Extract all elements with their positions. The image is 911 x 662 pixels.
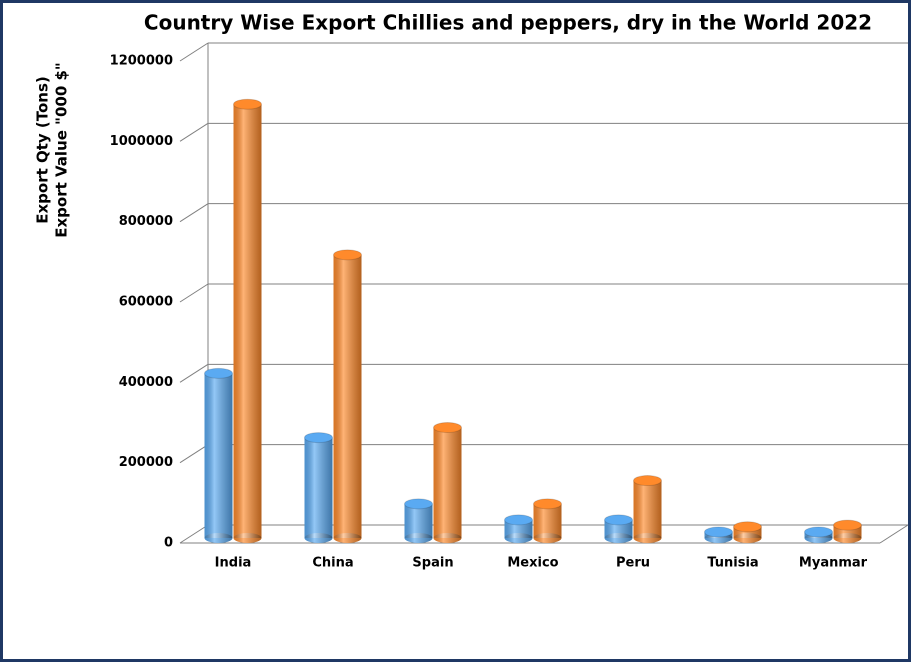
- grid-line: [179, 203, 209, 223]
- shade: [533, 533, 562, 543]
- x-tick-label: Myanmar: [799, 556, 868, 571]
- y-axis-label: Export Qty (Tons): [34, 76, 52, 224]
- shade: [604, 519, 633, 538]
- x-tick-label: China: [312, 556, 353, 571]
- grid-line: [179, 524, 209, 544]
- grid-line: [179, 122, 209, 142]
- grid-line: [179, 283, 209, 303]
- shade: [333, 533, 362, 543]
- cylinder-top: [633, 475, 662, 487]
- cylinder-top: [204, 367, 233, 379]
- cylinder-top: [604, 514, 633, 526]
- shade: [404, 503, 433, 538]
- floor-edge: [879, 524, 909, 544]
- y-tick-label: 800000: [119, 214, 173, 229]
- y-tick-label: 200000: [119, 455, 173, 470]
- shade: [433, 533, 462, 543]
- cylinder-top: [804, 526, 833, 538]
- shade: [604, 533, 633, 543]
- x-tick-label: Spain: [412, 556, 453, 571]
- chart-title: Country Wise Export Chillies and peppers…: [144, 11, 872, 35]
- shade: [204, 373, 233, 538]
- shade: [633, 480, 662, 538]
- shade: [504, 519, 533, 538]
- grid-line: [179, 363, 209, 383]
- shade: [633, 533, 662, 543]
- shade: [304, 533, 333, 543]
- cylinder-top: [533, 498, 562, 510]
- shade: [204, 533, 233, 543]
- shade: [533, 503, 562, 538]
- cylinder-top: [433, 422, 462, 434]
- shade: [404, 533, 433, 543]
- shade: [504, 533, 533, 543]
- y-tick-label: 1200000: [110, 54, 173, 69]
- cylinder-top: [404, 498, 433, 510]
- cylinder-top: [733, 521, 762, 533]
- grid-line: [179, 444, 209, 464]
- shade: [233, 533, 262, 543]
- x-tick-label: Peru: [616, 556, 650, 571]
- shade: [304, 437, 333, 538]
- shade: [433, 427, 462, 538]
- cylinder-top: [504, 514, 533, 526]
- y-tick-label: 1000000: [110, 134, 173, 149]
- shade: [233, 104, 262, 538]
- x-tick-label: Tunisia: [707, 556, 758, 571]
- shade: [733, 533, 762, 543]
- shade: [733, 526, 762, 538]
- y-tick-label: 600000: [119, 295, 173, 310]
- shade: [333, 254, 362, 538]
- cylinder-top: [233, 98, 262, 110]
- cylinder-top: [304, 432, 333, 444]
- cylinder-top: [833, 519, 862, 531]
- y-axis-label: Export Value "000 $": [53, 62, 71, 237]
- cylinder-top: [333, 249, 362, 261]
- cylinder-top: [704, 526, 733, 538]
- y-tick-label: 400000: [119, 375, 173, 390]
- x-tick-label: India: [215, 556, 252, 571]
- x-tick-label: Mexico: [507, 556, 558, 571]
- shade: [833, 533, 862, 543]
- grid-line: [179, 42, 209, 62]
- y-tick-label: 0: [164, 536, 173, 551]
